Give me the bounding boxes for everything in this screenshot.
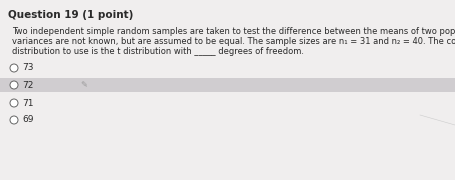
Circle shape: [10, 116, 18, 124]
Text: Question 19 (1 point): Question 19 (1 point): [8, 10, 133, 20]
Text: 71: 71: [22, 98, 34, 107]
Text: variances are not known, but are assumed to be equal. The sample sizes are n₁ = : variances are not known, but are assumed…: [12, 37, 455, 46]
Text: 73: 73: [22, 64, 34, 73]
Circle shape: [10, 81, 18, 89]
Text: Two independent simple random samples are taken to test the difference between t: Two independent simple random samples ar…: [12, 27, 455, 36]
Bar: [0, 78, 455, 92]
Text: ✎: ✎: [80, 80, 87, 89]
Text: 72: 72: [22, 80, 33, 89]
Circle shape: [10, 99, 18, 107]
Text: distribution to use is the t distribution with _____ degrees of freedom.: distribution to use is the t distributio…: [12, 47, 304, 56]
Circle shape: [10, 64, 18, 72]
Text: 69: 69: [22, 116, 34, 125]
